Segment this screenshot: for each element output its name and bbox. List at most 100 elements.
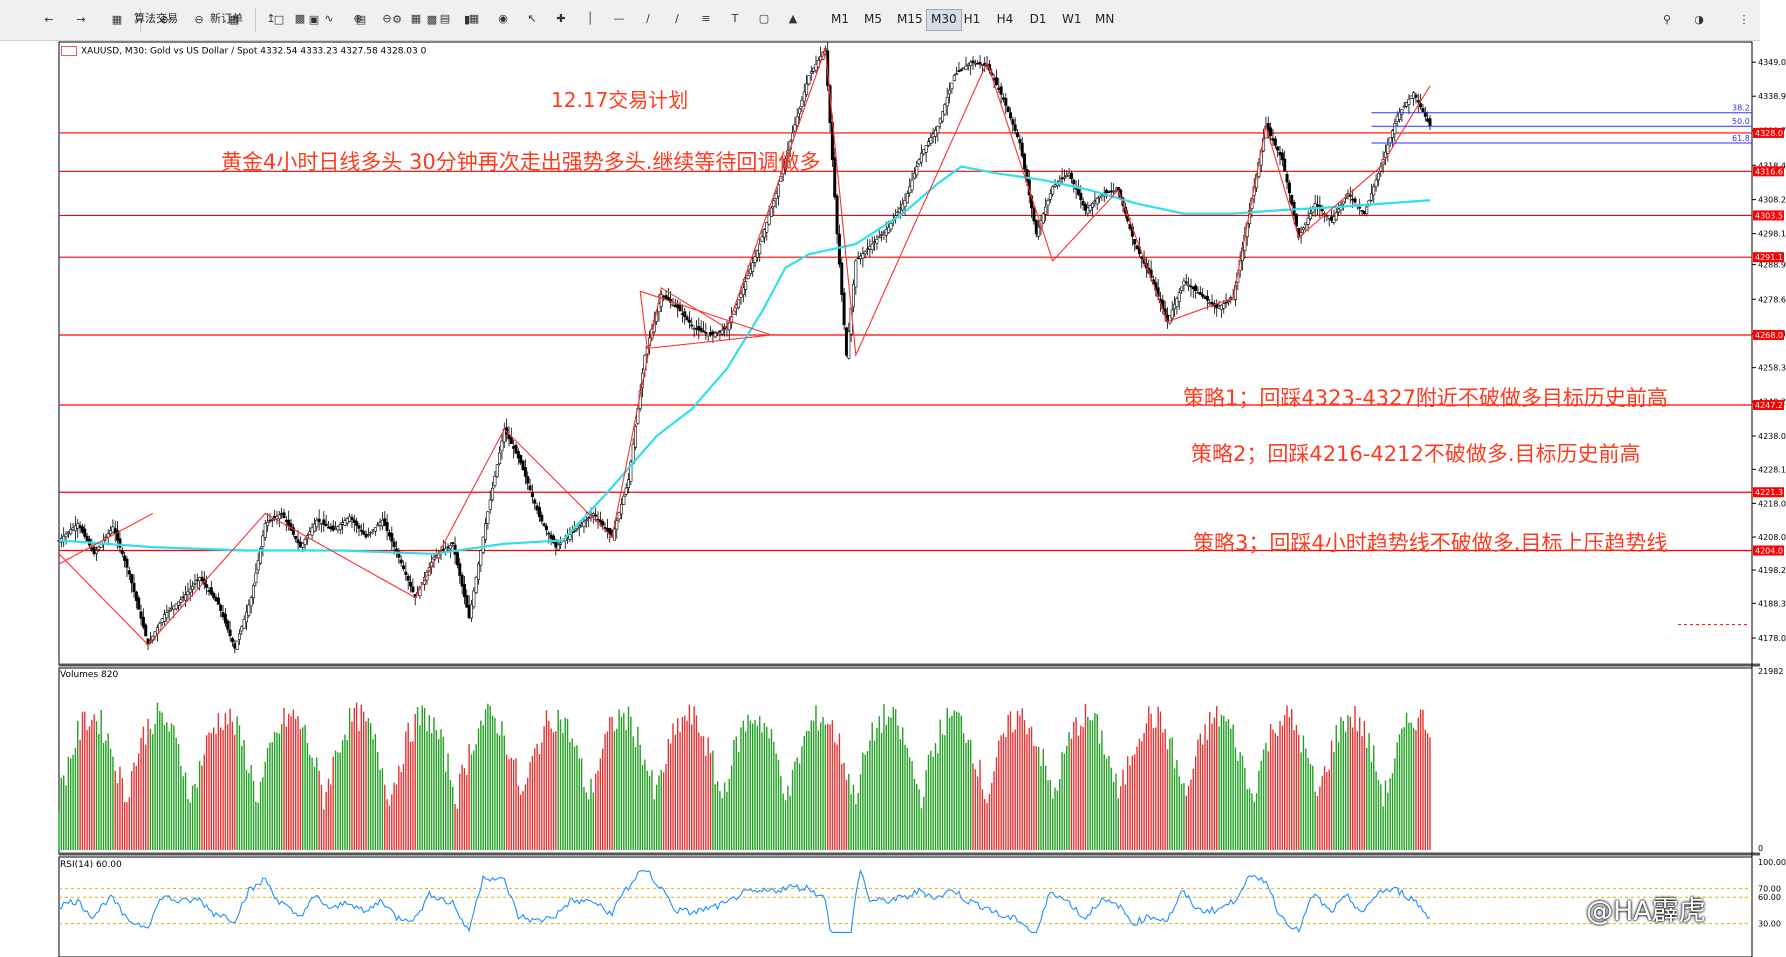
candle-body (1294, 213, 1298, 227)
candle-body (280, 512, 284, 515)
grid-icon[interactable]: ▦ (228, 13, 240, 26)
timeframe-w1[interactable]: W1 (1062, 12, 1082, 26)
candle-body (882, 231, 886, 234)
candle-body (556, 544, 560, 551)
new-chart-icon[interactable]: □ (273, 13, 285, 26)
right-margin (1760, 0, 1786, 957)
candle-body (887, 226, 891, 234)
zoom-out-icon[interactable]: ⊖ (382, 12, 392, 25)
triangle-pattern[interactable] (639, 290, 772, 350)
candle-body (172, 605, 176, 610)
account-icon[interactable]: ◑ (1694, 13, 1704, 26)
candle-body (191, 585, 195, 590)
candle-body (959, 69, 963, 71)
rsi-pane[interactable] (58, 856, 1753, 957)
zoom-in-icon[interactable]: ⊕ (353, 12, 363, 25)
candle-body (676, 304, 680, 309)
candle-body (582, 521, 586, 527)
zoom-out-icon[interactable]: ⊖ (194, 13, 204, 26)
candle-body (1407, 98, 1411, 105)
candle-body (1135, 245, 1139, 250)
timeframe-h1[interactable]: H1 (963, 12, 981, 26)
candle-body (455, 552, 459, 566)
candle-body (432, 556, 436, 560)
timeframe-h4[interactable]: H4 (996, 12, 1014, 26)
candle-body (540, 514, 544, 522)
trend-icon[interactable]: ↥ (266, 12, 276, 25)
candle-body (926, 141, 930, 146)
objects-icon[interactable]: ▩ (426, 13, 438, 26)
price-tick-label: 4178.0 (1758, 634, 1786, 643)
candle-body (1285, 173, 1289, 183)
plan-title: 12.17交易计划 (551, 88, 689, 112)
indicators-icon[interactable]: ▤ (439, 12, 451, 25)
candle-body (1081, 201, 1085, 206)
candle-body (308, 531, 312, 535)
zigzag-line[interactable] (58, 48, 1431, 646)
objects-icon[interactable]: ▦ (468, 12, 480, 25)
history-icon[interactable]: ▤ (355, 13, 367, 26)
trendline-icon[interactable]: ∕ (646, 12, 650, 25)
candle-body (774, 193, 778, 199)
candle-body (868, 246, 872, 250)
candle-body (301, 542, 305, 548)
candle-body (1037, 226, 1041, 237)
text-tool-icon[interactable]: T (731, 12, 739, 25)
candle-body (793, 124, 797, 132)
strategy-3: 策略3；回踩4小时趋势线不破做多.目标上压趋势线 (1193, 531, 1668, 555)
horizontal-line-icon[interactable]: — (613, 12, 625, 25)
candle-body (856, 257, 860, 260)
timeframe-mn[interactable]: MN (1095, 12, 1115, 26)
candle-body (516, 451, 520, 459)
candle-body (1194, 285, 1198, 292)
rsi-line[interactable] (58, 869, 1431, 933)
main-pane[interactable] (58, 41, 1753, 666)
candle-body (273, 515, 277, 519)
candle-body (1391, 130, 1395, 138)
search-icon[interactable]: ⚲ (1662, 13, 1672, 26)
timeframe-m1[interactable]: M1 (831, 12, 849, 26)
timeframe-d1[interactable]: D1 (1029, 12, 1047, 26)
candle-body (1133, 239, 1137, 245)
candle-body (1287, 182, 1291, 194)
timeframe-m15[interactable]: M15 (897, 12, 923, 26)
candle-body (955, 73, 959, 76)
timeframe-m30[interactable]: M30 (926, 9, 962, 31)
algo-trading-button[interactable]: 算法交易 (134, 12, 178, 25)
back-arrow-icon[interactable]: ← (44, 13, 54, 26)
zoom-in-icon[interactable]: ⊕ (159, 13, 169, 26)
candle-body (594, 514, 598, 517)
crosshair-icon[interactable]: ✚ (556, 12, 566, 25)
profiles-icon[interactable]: ▮ (463, 13, 471, 26)
candle-body (352, 519, 356, 523)
timeframe-m5[interactable]: M5 (864, 12, 882, 26)
channel-icon[interactable]: ∕ (675, 12, 679, 25)
price-badge-label: 4291.1 (1755, 253, 1783, 262)
line-chart-icon[interactable]: ∿ (324, 12, 334, 25)
trendline[interactable] (58, 512, 154, 565)
candle-body (348, 516, 352, 522)
forward-arrow-icon[interactable]: → (76, 13, 86, 26)
grid-icon[interactable]: ▦ (410, 12, 422, 25)
screenshot-icon[interactable]: ◉ (498, 12, 508, 25)
settings-icon[interactable]: ⚙ (392, 13, 402, 26)
chart-symbol-header: XAUUSD, M30: Gold vs US Dollar / Spot 43… (61, 46, 426, 57)
shapes-icon[interactable]: ▢ (758, 12, 770, 25)
chart-menu-icon[interactable] (61, 46, 77, 56)
moving-average-line[interactable] (58, 165, 1431, 555)
cursor-icon[interactable]: ↖ (527, 12, 537, 25)
arrows-icon[interactable]: ▲ (788, 12, 798, 25)
candle-body (753, 256, 757, 263)
template-icon[interactable]: ▣ (308, 13, 320, 26)
vertical-line-icon[interactable]: │ (586, 12, 594, 25)
candle-body (1095, 198, 1099, 205)
bars-icon[interactable]: ▩ (294, 12, 306, 25)
more-icon[interactable]: ⋮ (1738, 13, 1750, 26)
new-order-button[interactable]: 新订单 (210, 12, 243, 25)
layout-icon[interactable]: ▦ (111, 13, 123, 26)
candle-body (1412, 92, 1416, 99)
fibonacci-icon[interactable]: ≡ (701, 12, 711, 25)
candle-body (441, 548, 445, 551)
candle-body (521, 460, 525, 470)
